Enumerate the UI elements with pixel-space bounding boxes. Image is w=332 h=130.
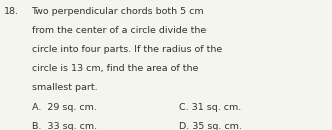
Text: B.  33 sq. cm.: B. 33 sq. cm. — [32, 122, 97, 130]
Text: A.  29 sq. cm.: A. 29 sq. cm. — [32, 103, 96, 112]
Text: circle is 13 cm, find the area of the: circle is 13 cm, find the area of the — [32, 64, 198, 73]
Text: from the center of a circle divide the: from the center of a circle divide the — [32, 26, 206, 35]
Text: D. 35 sq. cm.: D. 35 sq. cm. — [179, 122, 242, 130]
Text: circle into four parts. If the radius of the: circle into four parts. If the radius of… — [32, 45, 222, 54]
Text: Two perpendicular chords both 5 cm: Two perpendicular chords both 5 cm — [32, 6, 204, 15]
Text: C. 31 sq. cm.: C. 31 sq. cm. — [179, 103, 242, 112]
Text: 18.: 18. — [4, 6, 19, 15]
Text: smallest part.: smallest part. — [32, 83, 97, 92]
